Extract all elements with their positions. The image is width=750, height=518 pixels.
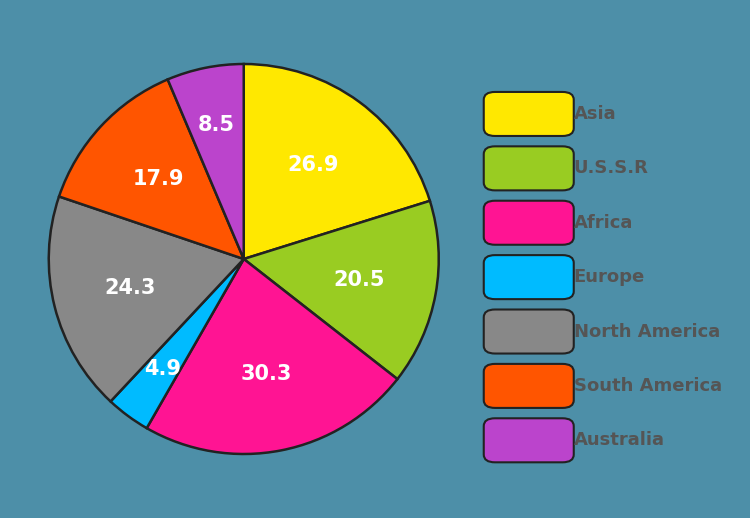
Text: South America: South America xyxy=(574,377,722,395)
Text: 17.9: 17.9 xyxy=(132,169,184,190)
Wedge shape xyxy=(110,259,244,428)
Text: 8.5: 8.5 xyxy=(198,115,235,135)
Text: Asia: Asia xyxy=(574,105,616,123)
Text: 24.3: 24.3 xyxy=(104,278,156,297)
Wedge shape xyxy=(59,79,244,259)
Wedge shape xyxy=(168,64,244,259)
Text: North America: North America xyxy=(574,323,720,340)
Text: 20.5: 20.5 xyxy=(333,270,385,290)
Text: Africa: Africa xyxy=(574,214,633,232)
Text: 26.9: 26.9 xyxy=(287,155,339,175)
Wedge shape xyxy=(147,259,398,454)
Text: U.S.S.R: U.S.S.R xyxy=(574,160,649,177)
Text: Australia: Australia xyxy=(574,431,664,449)
Wedge shape xyxy=(244,201,439,379)
Wedge shape xyxy=(49,196,244,401)
Wedge shape xyxy=(244,64,430,259)
Text: Europe: Europe xyxy=(574,268,645,286)
Text: 30.3: 30.3 xyxy=(241,364,292,384)
Text: 4.9: 4.9 xyxy=(144,359,182,379)
